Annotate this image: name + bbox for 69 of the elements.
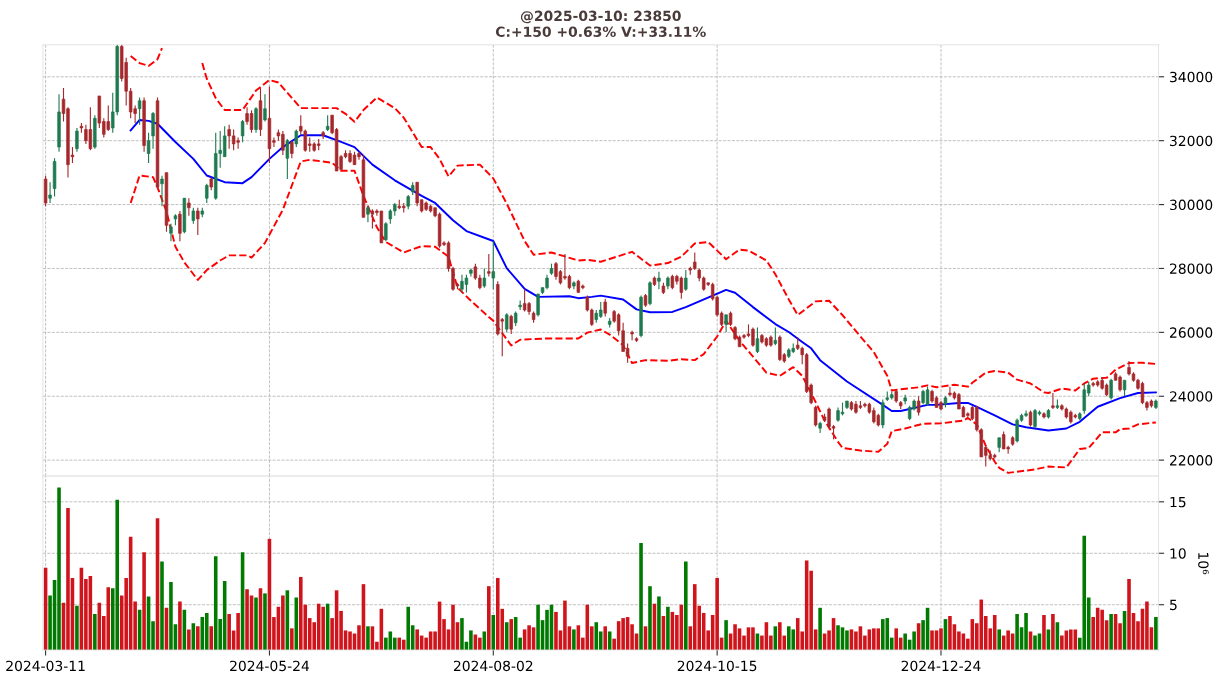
candlestick — [205, 183, 209, 204]
candlestick — [684, 269, 688, 292]
candlestick — [48, 181, 52, 204]
candlestick — [925, 386, 930, 407]
candlestick — [1109, 378, 1113, 400]
candlestick — [231, 128, 236, 151]
candlestick — [505, 312, 509, 333]
candlestick — [169, 223, 173, 242]
candlestick — [263, 93, 267, 123]
candlestick — [1033, 408, 1037, 429]
y-tick-label: 32000 — [1170, 135, 1213, 147]
candlestick — [84, 124, 88, 145]
candlestick — [88, 106, 93, 151]
y-tick-label: 28000 — [1170, 263, 1213, 274]
y-tick-label: 26000 — [1170, 327, 1213, 338]
candlestick — [482, 267, 487, 289]
candlestick — [254, 106, 258, 134]
x-tick-label: 2024-05-24 — [230, 660, 310, 672]
chart-title: @2025-03-10: 23850 — [520, 10, 681, 24]
candlestick — [948, 386, 952, 397]
y-tick-label: 34000 — [1170, 71, 1213, 83]
candlestick — [1140, 381, 1145, 405]
y-axis-title: 10⁶ — [1198, 552, 1209, 575]
candlestick — [236, 136, 240, 150]
candlestick — [43, 175, 48, 207]
candlestick — [657, 271, 661, 290]
x-tick-label: 2024-03-11 — [6, 660, 85, 672]
candlestick — [648, 280, 652, 306]
candlestick — [679, 275, 684, 300]
candlestick — [916, 395, 921, 416]
candlestick — [137, 97, 142, 126]
line-series — [129, 47, 163, 67]
line-series — [201, 62, 1157, 395]
candlestick — [1051, 392, 1055, 410]
candlestick — [75, 127, 79, 153]
candlestick — [249, 109, 254, 134]
candlestick — [491, 240, 495, 290]
candlestick — [813, 405, 818, 428]
y-tick-label: 10 — [1170, 548, 1186, 559]
candlestick — [755, 327, 760, 354]
y-tick-label: 30000 — [1170, 199, 1213, 211]
x-tick-label: 2024-12-24 — [901, 660, 981, 672]
candlestick — [285, 138, 290, 180]
candlestick — [178, 210, 182, 242]
x-tick-label: 2024-08-02 — [453, 660, 533, 672]
x-tick-label: 2024-10-15 — [677, 660, 757, 672]
candlestick — [509, 314, 513, 335]
candlestick — [240, 119, 245, 143]
candlestick — [370, 208, 375, 230]
line-series — [129, 118, 1157, 432]
candlestick — [151, 111, 155, 150]
candlestick — [630, 330, 634, 341]
candlestick — [778, 334, 782, 362]
chart-subtitle: C:+150 +0.63% V:+33.11% — [495, 26, 706, 37]
y-tick-label: 15 — [1170, 496, 1186, 508]
y-tick-label: 22000 — [1170, 455, 1213, 466]
candlestick — [881, 398, 885, 429]
candlestick — [522, 288, 527, 313]
candlestick — [222, 125, 227, 158]
candlestick — [187, 197, 191, 217]
candlestick — [106, 104, 110, 132]
candlestick — [487, 253, 491, 278]
candlestick — [536, 293, 540, 317]
line-series — [129, 158, 1157, 474]
y-tick-label: 24000 — [1170, 391, 1213, 402]
y-tick-label: 5 — [1170, 599, 1177, 611]
candlestick — [384, 221, 388, 242]
candlestick — [196, 207, 200, 236]
candlestick — [160, 175, 164, 207]
